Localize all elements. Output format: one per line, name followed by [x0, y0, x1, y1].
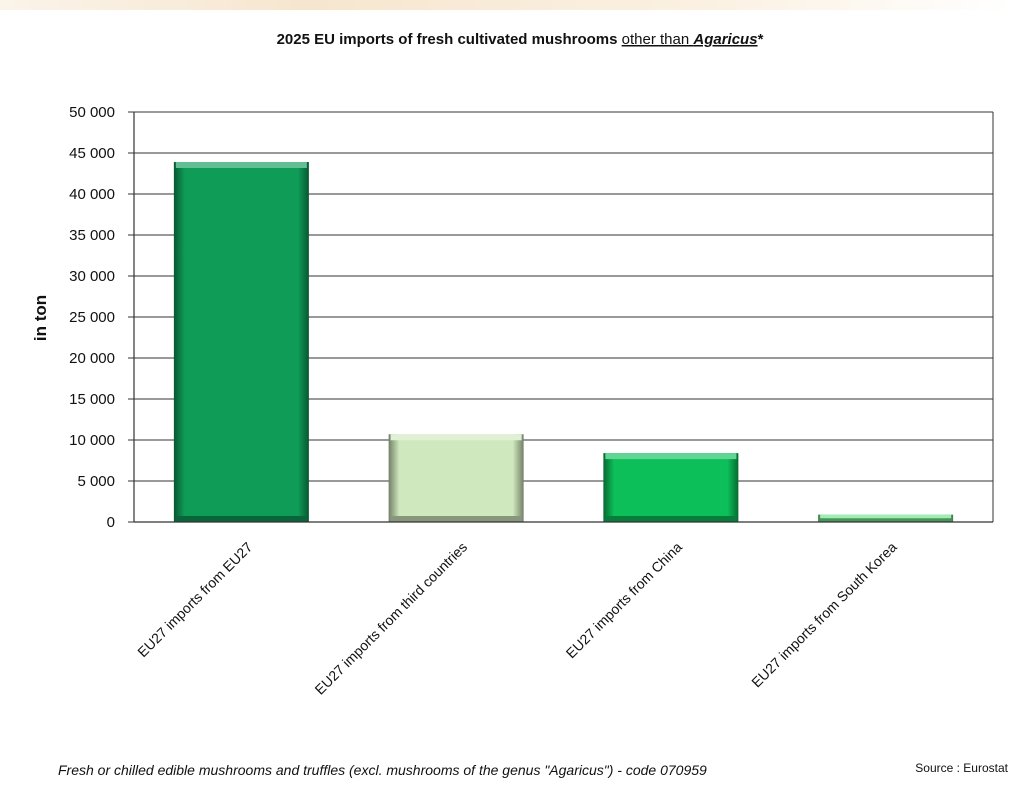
x-tick-label: EU27 imports from South Korea	[748, 539, 900, 691]
y-tick-label: 10 000	[69, 432, 115, 449]
chart-title-part: *	[758, 31, 764, 48]
axes	[128, 111, 994, 523]
bar-top-bevel	[175, 162, 307, 169]
x-tick-label: EU27 imports from EU27	[134, 539, 255, 660]
y-tick-label: 45 000	[69, 145, 115, 162]
bar-bottom-bevel	[175, 516, 307, 522]
y-tick-label: 50 000	[69, 104, 115, 121]
y-tick-labels: 0 5 000 10 000 15 000 20 000 25 000 30 000 35 0…	[69, 104, 115, 531]
y-tick-label: 0	[107, 514, 115, 531]
y-tick-label: 40 000	[69, 186, 115, 203]
x-tick-label: EU27 imports from China	[563, 539, 686, 662]
bar-group	[173, 162, 309, 522]
chart-title-part: other than	[622, 31, 694, 48]
bar-top-bevel	[390, 434, 522, 441]
y-tick-label: 30 000	[69, 268, 115, 285]
bar	[173, 162, 309, 522]
chart-title: 2025 EU imports of fresh cultivated mush…	[277, 31, 764, 48]
bar-group	[603, 453, 739, 522]
y-tick-label: 35 000	[69, 227, 115, 244]
bar-bottom-bevel	[390, 516, 522, 522]
bar-top-bevel	[605, 453, 737, 460]
bar	[388, 434, 524, 522]
y-tick-label: 25 000	[69, 309, 115, 326]
bar-group	[388, 434, 524, 522]
footnote: Fresh or chilled edible mushrooms and tr…	[58, 762, 707, 778]
y-tick-label: 20 000	[69, 350, 115, 367]
y-axis-label: in ton	[31, 295, 50, 341]
bars	[173, 162, 954, 522]
header-strip	[0, 0, 1014, 10]
bar-bottom-bevel	[605, 516, 737, 522]
y-tick-label: 5 000	[77, 473, 115, 490]
bar-group	[818, 514, 954, 522]
y-tick-label: 15 000	[69, 391, 115, 408]
bar-bottom-bevel	[820, 518, 952, 522]
chart-title-part: 2025 EU imports of fresh cultivated mush…	[277, 31, 622, 48]
x-tick-labels: EU27 imports from EU27 EU27 imports from …	[134, 539, 900, 698]
x-tick-label: EU27 imports from third countries	[311, 539, 470, 698]
bar-top-bevel	[820, 514, 952, 519]
chart-title-part: Agaricus	[692, 31, 757, 48]
source-note: Source : Eurostat	[915, 761, 1008, 775]
bar	[603, 453, 739, 522]
